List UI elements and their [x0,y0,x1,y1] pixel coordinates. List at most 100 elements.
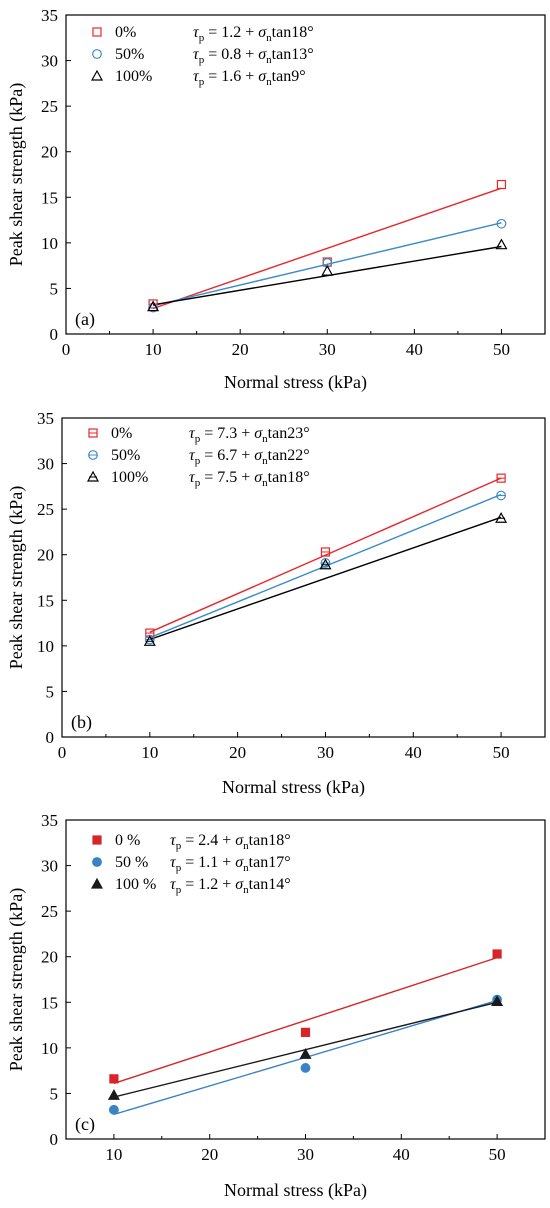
x-axis-title: Normal stress (kPa) [224,1180,367,1201]
panel-label: (a) [75,309,95,330]
x-tick-label: 20 [229,743,246,762]
legend-label-1: 50 % [115,854,148,871]
y-tick-label: 25 [37,500,54,519]
y-tick-label: 15 [41,993,58,1012]
y-tick-label: 20 [37,546,54,565]
y-tick-label: 30 [37,455,54,474]
data-point-series-0 [300,1027,311,1037]
data-point-series-2 [299,1048,312,1059]
fit-equation-0: τp = 2.4 + σntan18° [170,832,291,852]
fit-equation-2: τp = 7.5 + σntan18° [189,469,310,489]
fit-equation-1: τp = 0.8 + σntan13° [193,46,314,66]
y-tick-label: 0 [50,325,59,344]
x-tick-label: 20 [201,1145,218,1164]
x-axis-title: Normal stress (kPa) [224,372,367,393]
data-point-series-1 [108,1104,119,1115]
fit-equation-1: τp = 6.7 + σntan22° [189,447,310,467]
fit-line-0 [149,477,502,633]
x-tick-label: 50 [493,340,510,359]
data-point-series-2 [495,238,508,250]
y-tick-label: 10 [41,234,58,253]
data-point-series-2 [147,300,160,312]
chart-panel-2: 10 20 30 40 50 0 5 10 15 20 25 30 35 Normal stress (k… [6,811,546,1201]
y-tick-label: 25 [41,97,58,116]
x-tick-label: 50 [493,743,510,762]
fit-equation-0: τp = 1.2 + σntan18° [193,24,314,44]
data-point-series-1 [148,302,158,313]
fit-line-1 [152,222,502,307]
legend-label-0: 0 % [115,832,140,849]
fit-equation-1: τp = 1.1 + σntan17° [170,854,291,874]
y-tick-label: 35 [41,811,58,830]
y-tick-label: 5 [46,682,55,701]
y-tick-label: 10 [41,1039,58,1058]
legend-marker-0 [92,835,102,845]
legend-marker-2 [90,877,104,889]
y-tick-label: 30 [41,52,58,71]
data-point-series-1 [496,490,506,501]
chart-panel-1: 0 10 20 30 40 50 0 5 10 15 20 25 30 35 Normal stress (… [6,409,546,798]
x-tick-label: 40 [393,1145,410,1164]
x-tick-label: 10 [141,743,158,762]
legend-marker-2 [90,69,104,81]
fit-line-0 [113,956,498,1085]
y-tick-label: 15 [37,591,54,610]
y-axis-title: Peak shear strength (kPa) [6,486,27,669]
x-axis-title: Normal stress (kPa) [222,777,365,798]
data-point-series-2 [107,1089,120,1100]
legend-label-2: 100% [115,68,152,85]
legend-label-1: 50% [115,46,144,63]
plot-frame [65,14,546,335]
y-tick-label: 5 [50,1084,59,1103]
x-tick-label: 0 [58,743,67,762]
x-tick-label: 40 [405,743,422,762]
y-tick-label: 5 [50,279,59,298]
legend-label-2: 100 % [115,876,156,893]
x-tick-label: 20 [232,340,249,359]
legend-label-0: 0% [115,24,136,41]
data-point-series-0 [496,179,507,190]
x-tick-label: 30 [319,340,336,359]
data-point-series-0 [109,1074,119,1084]
y-tick-label: 20 [41,143,58,162]
x-tick-label: 50 [489,1145,506,1164]
panel-label: (b) [71,712,92,733]
x-tick-label: 30 [317,743,334,762]
data-point-series-2 [491,995,504,1006]
x-tick-label: 30 [297,1145,314,1164]
y-axis-title: Peak shear strength (kPa) [6,83,27,266]
fit-line-1 [149,493,502,639]
data-point-series-1 [300,1063,311,1073]
legend-marker-1 [92,49,102,59]
y-tick-label: 25 [41,902,58,921]
legend-label-1: 50% [111,447,140,464]
y-tick-label: 0 [46,728,55,747]
data-point-series-1 [496,218,507,229]
y-axis-title: Peak shear strength (kPa) [6,888,27,1071]
fit-equation-2: τp = 1.2 + σntan14° [170,876,291,896]
legend-marker-0 [92,27,102,37]
y-tick-label: 30 [41,857,58,876]
y-tick-label: 20 [41,948,58,967]
y-tick-label: 35 [41,6,58,25]
y-tick-label: 10 [37,637,54,656]
x-tick-label: 40 [406,340,423,359]
chart-panel-0: 0 10 20 30 40 50 0 5 10 15 20 25 30 35 Normal stress (… [6,6,546,393]
x-tick-label: 0 [62,340,71,359]
data-point-series-0 [492,949,502,959]
legend-label-0: 0% [111,425,132,442]
data-point-series-0 [148,299,158,309]
x-tick-label: 10 [145,340,162,359]
legend-label-2: 100% [111,469,148,486]
y-tick-label: 35 [37,409,54,428]
y-tick-label: 15 [41,188,58,207]
fit-equation-2: τp = 1.6 + σntan9° [193,68,306,88]
fit-line-2 [149,516,502,641]
y-tick-label: 0 [50,1130,59,1149]
fit-equation-0: τp = 7.3 + σntan23° [189,425,310,445]
legend-marker-1 [88,450,98,460]
plot-frame [61,417,546,738]
panel-label: (c) [75,1114,95,1135]
data-point-series-2 [321,264,334,276]
